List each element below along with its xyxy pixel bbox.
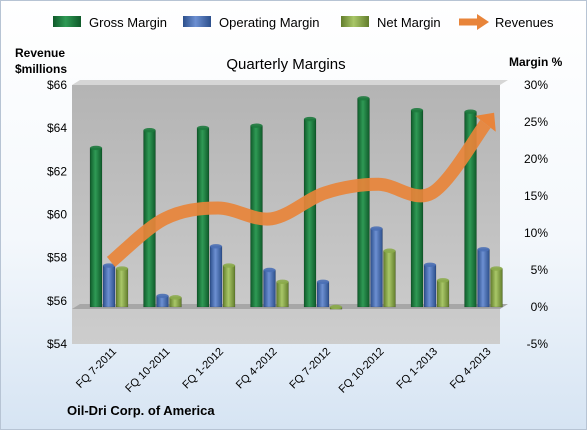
revenue-line	[106, 112, 496, 268]
left-tick-label: $60	[47, 208, 67, 222]
left-tick-label: $66	[47, 78, 67, 92]
bar-operating-margin	[370, 228, 383, 308]
bar-cap	[143, 127, 156, 133]
bar-gross-margin	[357, 98, 370, 308]
category-label: FQ 1-2013	[394, 346, 440, 392]
category-label: FQ 7-2012	[287, 346, 333, 392]
bar-operating-margin	[423, 264, 437, 308]
bar-net-margin	[222, 265, 236, 308]
chart-title: Quarterly Margins	[226, 56, 345, 73]
bar-operating-margin	[209, 246, 223, 308]
bar-cap	[210, 244, 222, 249]
bar-cap	[276, 279, 289, 285]
right-tick-label: 0%	[531, 300, 549, 314]
bar-cap	[116, 266, 128, 271]
right-tick-label: 25%	[524, 115, 548, 129]
bar-net-margin	[436, 280, 450, 308]
bar-net-margin	[383, 250, 396, 308]
left-tick-label: $56	[47, 294, 67, 308]
bar-cap	[197, 125, 209, 131]
bar-operating-margin	[263, 269, 276, 308]
category-label: FQ 10-2012	[337, 346, 387, 396]
left-tick-label: $58	[47, 251, 67, 265]
right-tick-label: 10%	[524, 226, 548, 240]
category-label: FQ 10-2011	[123, 346, 172, 395]
bar-cap	[169, 295, 182, 300]
left-tick-label: $62	[47, 164, 67, 178]
bar-cap	[464, 109, 477, 114]
bar-cap	[90, 145, 102, 151]
left-axis-title-line2: $millions	[15, 62, 67, 76]
legend-label: Net Margin	[377, 15, 441, 30]
bar-cap	[317, 279, 329, 285]
revenue-line-path	[106, 119, 491, 268]
category-label: FQ 4-2013	[448, 346, 494, 392]
right-tick-label: -5%	[527, 337, 549, 351]
bar-cap	[156, 293, 169, 299]
bar-cap	[424, 262, 436, 268]
category-label: FQ 1-2012	[180, 346, 226, 392]
legend-swatch	[341, 16, 369, 27]
left-tick-label: $64	[47, 121, 67, 135]
company-footer: Oil-Dri Corp. of America	[67, 403, 215, 418]
bar-gross-margin	[89, 147, 103, 308]
left-axis-title-line1: Revenue	[15, 46, 65, 60]
left-tick-label: $54	[47, 337, 67, 351]
left-axis-ticks: $54 $56 $58 $60 $62 $64 $66	[47, 78, 67, 351]
bar-cap	[263, 267, 276, 273]
bar-cap	[370, 226, 383, 231]
right-tick-label: 30%	[524, 78, 548, 92]
bar-gross-margin	[410, 109, 424, 308]
legend-label: Revenues	[495, 15, 554, 30]
right-axis-ticks: -5% 0% 5% 10% 15% 20% 25% 30%	[524, 78, 548, 351]
bar-cap	[357, 96, 370, 101]
bar-net-margin	[276, 281, 289, 308]
right-tick-label: 5%	[531, 263, 549, 277]
bar-cap	[330, 304, 342, 310]
bar-cap	[103, 263, 115, 268]
bar-gross-margin	[196, 127, 210, 308]
bar-cap	[250, 123, 263, 128]
bar-operating-margin	[102, 265, 116, 308]
legend-swatch	[183, 16, 211, 27]
right-axis-title: Margin %	[509, 55, 563, 69]
legend-swatch	[53, 16, 81, 27]
revenue-arrowhead	[475, 112, 496, 132]
bar-operating-margin	[477, 249, 490, 308]
category-label: FQ 7-2011	[74, 346, 119, 391]
bar-series	[72, 96, 508, 310]
category-label: FQ 4-2012	[234, 346, 280, 392]
bar-cap	[383, 248, 396, 253]
bar-operating-margin	[316, 281, 330, 308]
bar-cap	[223, 263, 235, 268]
right-tick-label: 15%	[524, 189, 548, 203]
legend-swatch-arrow	[477, 14, 489, 30]
bar-gross-margin	[303, 118, 317, 308]
plot-back-top-edge	[72, 80, 508, 85]
category-labels: FQ 7-2011 FQ 10-2011 FQ 1-2012 FQ 4-2012 FQ …	[74, 346, 494, 396]
bar-cap	[304, 116, 316, 122]
bar-cap	[477, 247, 490, 252]
bar-cap	[411, 107, 423, 113]
bar-net-margin	[490, 268, 503, 308]
bar-cap	[437, 278, 449, 283]
bar-cap	[490, 266, 503, 271]
legend-label: Operating Margin	[219, 15, 319, 30]
legend-label: Gross Margin	[89, 15, 167, 30]
legend: Gross Margin Operating Margin Net Margin Re…	[53, 14, 554, 30]
bar-net-margin	[115, 268, 129, 308]
right-tick-label: 20%	[524, 152, 548, 166]
